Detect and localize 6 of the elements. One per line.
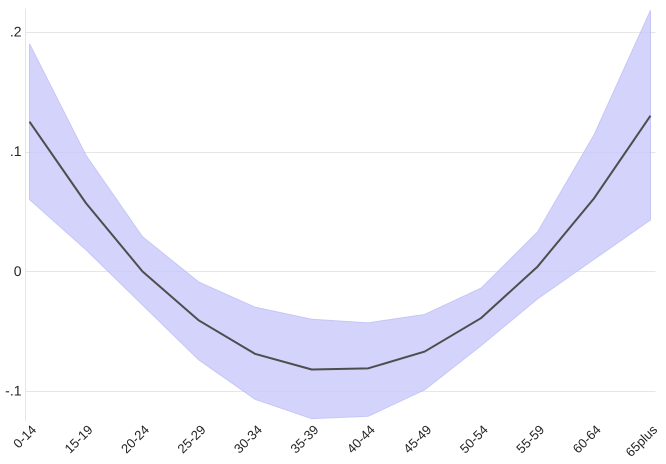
y-tick-label: .1	[10, 143, 22, 160]
line-series	[28, 114, 652, 371]
x-tick-label: 0-14	[10, 422, 40, 452]
y-tick-label: -.1	[5, 382, 22, 399]
y-tick-label: 0	[14, 262, 22, 279]
y-tick-label: .2	[10, 23, 22, 40]
